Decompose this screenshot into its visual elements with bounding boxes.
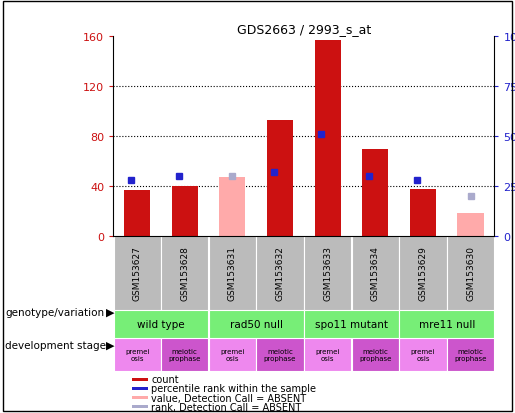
- Text: meiotic
prophase: meiotic prophase: [264, 349, 296, 361]
- Bar: [304, 236, 351, 310]
- Bar: [161, 339, 209, 371]
- Text: GSM153630: GSM153630: [466, 246, 475, 301]
- Text: GSM153629: GSM153629: [419, 246, 427, 301]
- Text: wild type: wild type: [137, 319, 185, 329]
- Bar: [209, 310, 304, 339]
- Text: meiotic
prophase: meiotic prophase: [359, 349, 391, 361]
- Bar: [447, 236, 494, 310]
- Bar: [132, 405, 148, 408]
- Bar: [113, 339, 161, 371]
- Bar: [209, 236, 256, 310]
- Text: GSM153632: GSM153632: [276, 246, 284, 301]
- Text: GSM153627: GSM153627: [133, 246, 142, 301]
- Text: premei
osis: premei osis: [411, 349, 435, 361]
- Bar: [124, 190, 150, 236]
- Bar: [304, 310, 399, 339]
- Bar: [447, 339, 494, 371]
- Text: meiotic
prophase: meiotic prophase: [454, 349, 487, 361]
- Text: GSM153634: GSM153634: [371, 246, 380, 301]
- Text: premei
osis: premei osis: [220, 349, 245, 361]
- Text: premei
osis: premei osis: [125, 349, 149, 361]
- Bar: [362, 149, 388, 236]
- Bar: [132, 396, 148, 399]
- Bar: [267, 121, 293, 236]
- Bar: [209, 339, 256, 371]
- Bar: [113, 310, 209, 339]
- Text: ▶: ▶: [106, 340, 114, 350]
- Text: genotype/variation: genotype/variation: [5, 307, 104, 317]
- Bar: [315, 41, 341, 236]
- Text: development stage: development stage: [5, 340, 106, 350]
- Text: GSM153628: GSM153628: [180, 246, 189, 301]
- Bar: [171, 187, 198, 236]
- Text: spo11 mutant: spo11 mutant: [315, 319, 388, 329]
- Bar: [457, 214, 484, 236]
- Bar: [399, 339, 447, 371]
- Bar: [132, 387, 148, 390]
- Bar: [256, 236, 304, 310]
- Text: percentile rank within the sample: percentile rank within the sample: [151, 384, 316, 394]
- Title: GDS2663 / 2993_s_at: GDS2663 / 2993_s_at: [237, 23, 371, 36]
- Bar: [352, 339, 399, 371]
- Text: count: count: [151, 375, 179, 385]
- Text: GSM153631: GSM153631: [228, 246, 237, 301]
- Text: meiotic
prophase: meiotic prophase: [168, 349, 201, 361]
- Text: ▶: ▶: [106, 307, 114, 317]
- Bar: [399, 236, 447, 310]
- Bar: [256, 339, 304, 371]
- Text: value, Detection Call = ABSENT: value, Detection Call = ABSENT: [151, 393, 306, 403]
- Bar: [219, 178, 246, 236]
- Text: GSM153633: GSM153633: [323, 246, 332, 301]
- Bar: [399, 310, 494, 339]
- Text: rank, Detection Call = ABSENT: rank, Detection Call = ABSENT: [151, 401, 301, 412]
- Bar: [352, 236, 399, 310]
- Text: rad50 null: rad50 null: [230, 319, 283, 329]
- Bar: [132, 378, 148, 381]
- Text: mre11 null: mre11 null: [419, 319, 475, 329]
- Bar: [113, 236, 161, 310]
- Bar: [161, 236, 209, 310]
- Text: premei
osis: premei osis: [316, 349, 340, 361]
- Bar: [410, 189, 436, 236]
- Bar: [304, 339, 351, 371]
